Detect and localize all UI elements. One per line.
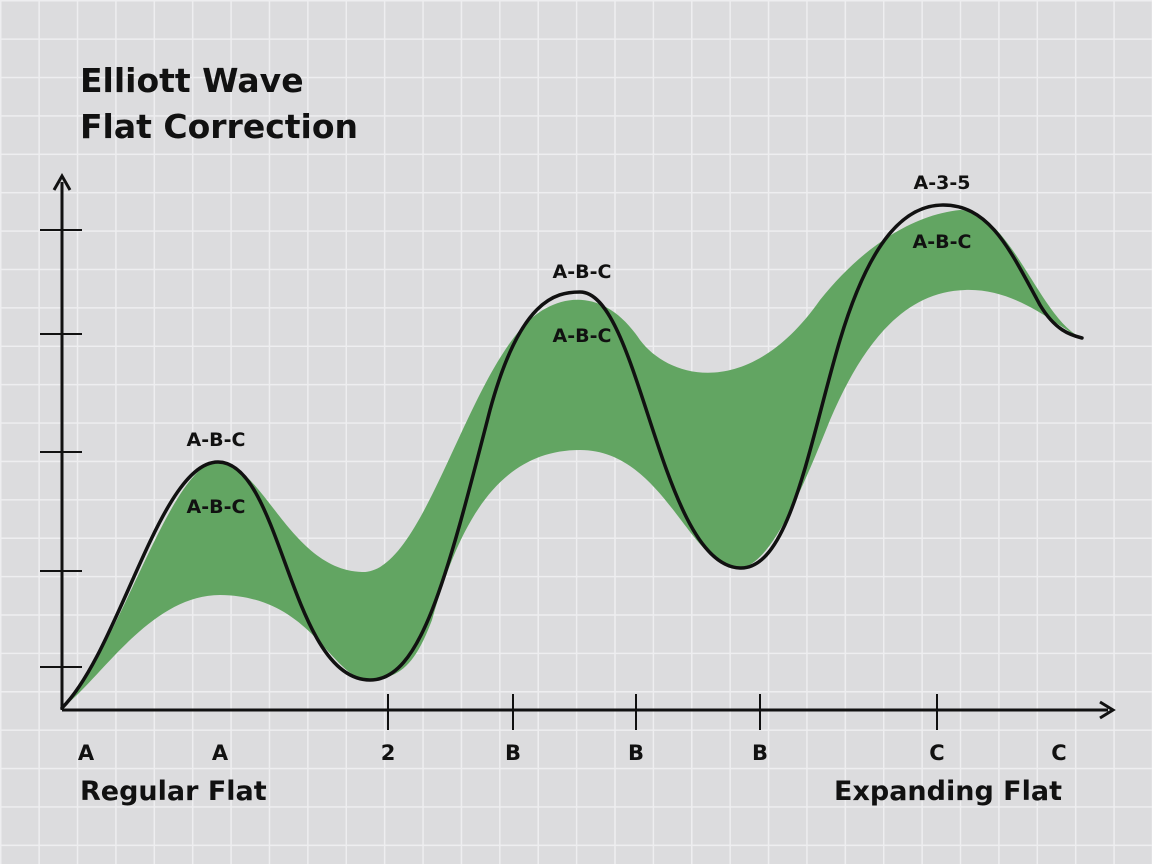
title-line-1: Elliott Wave [80,61,304,100]
peak-3-outer-label: A-3-5 [914,172,971,194]
peak-3-inner-label: A-B-C [913,231,972,253]
x-tick-label: A [78,741,95,765]
diagram-title: Elliott Wave Flat Correction [80,58,358,150]
y-axis-arrow [52,172,72,191]
x-tick-labels: A A 2 B B B C C [78,741,1067,765]
wave-line [60,203,1084,710]
regular-flat-label: Regular Flat [80,776,267,807]
peak-1-outer-label: A-B-C [187,429,246,451]
peak-labels: A-B-C A-B-C A-B-C A-B-C A-3-5 A-B-C [187,172,972,518]
x-tick-label: 2 [381,741,396,765]
expanding-flat-label: Expanding Flat [834,776,1062,807]
x-tick-label: B [628,741,644,765]
wave-band [62,210,1082,708]
y-axis-ticks [40,229,82,668]
x-tick-label: B [752,741,768,765]
x-axis-ticks [387,694,938,730]
x-axis-arrow [1099,700,1116,720]
x-tick-label: C [929,741,944,765]
x-tick-label: B [505,741,521,765]
x-tick-label: A [212,741,229,765]
title-line-2: Flat Correction [80,107,359,146]
x-tick-label: C [1051,741,1066,765]
peak-1-inner-label: A-B-C [187,496,246,518]
peak-2-inner-label: A-B-C [553,325,612,347]
peak-2-outer-label: A-B-C [553,261,612,283]
